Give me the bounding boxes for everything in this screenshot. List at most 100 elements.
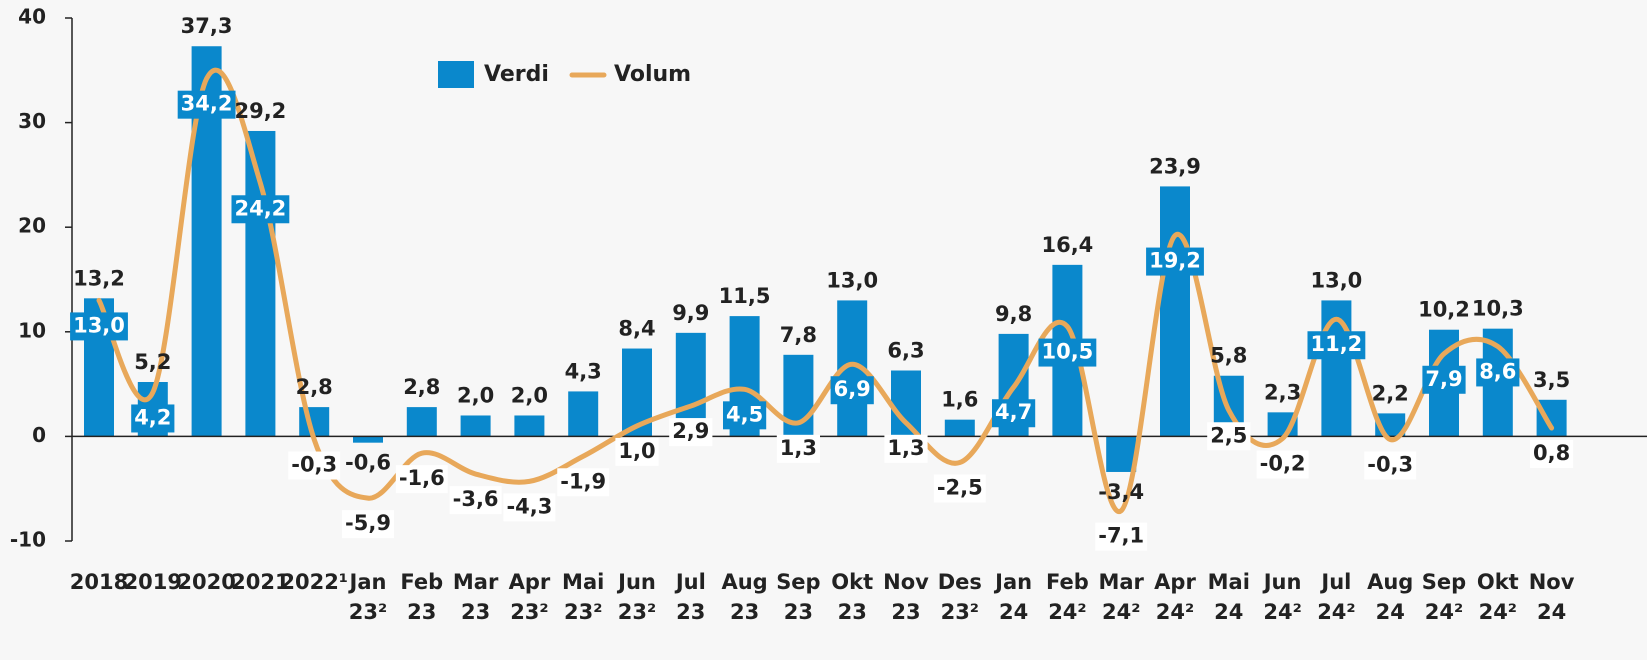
x-tick-label: Jul 24² (1317, 570, 1355, 624)
bar-value-label: 37,3 (181, 14, 233, 38)
x-tick-label: Okt 24² (1477, 570, 1519, 624)
x-tick-label: Aug 23 (721, 570, 767, 624)
x-tick-label-line: Feb (1046, 570, 1089, 594)
line-value-text: 2,9 (672, 419, 709, 443)
line-value-text: 0,8 (1533, 441, 1570, 465)
legend-label: Verdi (484, 62, 549, 87)
bar (568, 391, 599, 437)
bar (514, 415, 545, 437)
line-value-label: -1,6 (395, 465, 448, 494)
line-value-label: 19,2 (1146, 247, 1204, 276)
line-value-text: 19,2 (1149, 249, 1201, 273)
label-box (1364, 451, 1417, 480)
x-tick-label-line: Jul (674, 570, 706, 594)
bar-value-label: -0,6 (345, 451, 391, 475)
x-tick-label-line: Aug (1367, 570, 1413, 594)
label-box (615, 437, 659, 466)
line-value-text: 4,7 (995, 400, 1032, 424)
x-tick-label-line: 23 (838, 600, 867, 624)
label-box (1422, 365, 1466, 394)
x-tick-label-line: 24 (1537, 600, 1566, 624)
bar-value-label: 2,2 (1372, 381, 1409, 405)
line-value-text: 1,3 (887, 436, 924, 460)
line-value-text: 1,3 (780, 436, 817, 460)
bar (460, 415, 491, 437)
line-value-label: -4,3 (503, 493, 556, 522)
label-box (933, 474, 986, 503)
line-value-label: 4,7 (991, 399, 1036, 428)
label-box (449, 486, 502, 515)
x-tick-label: Sep 23 (776, 570, 820, 624)
x-tick-label-line: 24² (1425, 600, 1463, 624)
x-tick-label-line: Okt (1477, 570, 1519, 594)
x-tick-label: Feb 24² (1046, 570, 1089, 624)
bar-value-label: 1,6 (941, 388, 978, 412)
line-value-label: 4,5 (722, 401, 767, 430)
bar-value-label: 2,3 (1264, 380, 1301, 404)
y-tick-label: 10 (18, 318, 46, 342)
bar-value-label: 11,5 (719, 284, 771, 308)
label-box (991, 399, 1036, 428)
bar (891, 370, 921, 437)
line-value-label: -1,9 (557, 468, 610, 497)
line-value-label: 24,2 (231, 195, 290, 224)
line-value-label: 8,6 (1476, 358, 1520, 387)
x-tick-label: Sep 24² (1422, 570, 1466, 624)
bar-value-label: 23,9 (1149, 154, 1201, 178)
y-tick-label: 20 (18, 214, 46, 238)
x-tick-label-line: 24 (1376, 600, 1405, 624)
label-box (131, 404, 175, 433)
x-tick-label: 2020 (177, 570, 235, 594)
x-tick-label: Apr 23² (509, 570, 551, 624)
bar-value-label: 9,8 (995, 302, 1032, 326)
line-value-text: -2,5 (937, 476, 983, 500)
label-box (503, 493, 556, 522)
line-value-label: -0,3 (288, 451, 341, 480)
x-tick-label-line: Apr (1154, 570, 1196, 594)
label-box (776, 434, 821, 463)
x-tick-label-line: Sep (1422, 570, 1466, 594)
bar-value-label: 10,3 (1472, 297, 1524, 321)
bar-value-label: 13,0 (1310, 268, 1362, 292)
line-value-label: -5,9 (342, 510, 394, 539)
x-tick-label: Mar 23 (453, 570, 499, 624)
line-value-text: 13,0 (73, 313, 125, 337)
line-value-text: -0,2 (1260, 451, 1306, 475)
bar (944, 419, 975, 437)
x-tick-label-line: 24² (1479, 600, 1517, 624)
line-value-text: 11,2 (1310, 332, 1362, 356)
label-box (1307, 331, 1366, 360)
x-tick-label-line: Okt (831, 570, 873, 594)
label-box (884, 434, 928, 463)
x-tick-label-line: 23² (510, 600, 548, 624)
line-value-label: 10,5 (1038, 338, 1097, 367)
bar-value-label: 9,9 (672, 301, 709, 325)
bar-value-label: 13,2 (73, 266, 125, 290)
x-tick-label-line: Nov (1529, 570, 1575, 594)
line-value-label: -3,6 (449, 486, 502, 515)
bar-value-label: 4,3 (565, 359, 602, 383)
line-value-label: -0,2 (1256, 450, 1309, 479)
x-tick-label: Okt 23 (831, 570, 873, 624)
bar-value-label: 8,4 (618, 317, 655, 341)
x-tick-label-line: Jan (993, 570, 1032, 594)
label-box (1256, 450, 1309, 479)
x-tick-label-line: Mai (1208, 570, 1250, 594)
x-tick-label: Aug 24 (1367, 570, 1413, 624)
bar-value-label: 2,8 (403, 375, 440, 399)
label-box (1095, 522, 1148, 551)
x-tick-label-line: Apr (509, 570, 551, 594)
bar-value-label: 5,8 (1210, 344, 1247, 368)
line-value-text: 10,5 (1041, 340, 1093, 364)
x-tick-label-line: 23 (461, 600, 490, 624)
label-box (342, 510, 394, 539)
y-tick-label: 0 (32, 423, 46, 447)
label-box (669, 418, 713, 447)
bar-value-label: 13,0 (826, 268, 878, 292)
x-tick-label: Mar 24² (1098, 570, 1144, 624)
x-tick-label-line: 24² (1048, 600, 1086, 624)
x-tick-label: Mai 24 (1208, 570, 1250, 624)
x-tick-label: Feb 23 (400, 570, 443, 624)
line-value-label: 4,2 (131, 404, 175, 433)
